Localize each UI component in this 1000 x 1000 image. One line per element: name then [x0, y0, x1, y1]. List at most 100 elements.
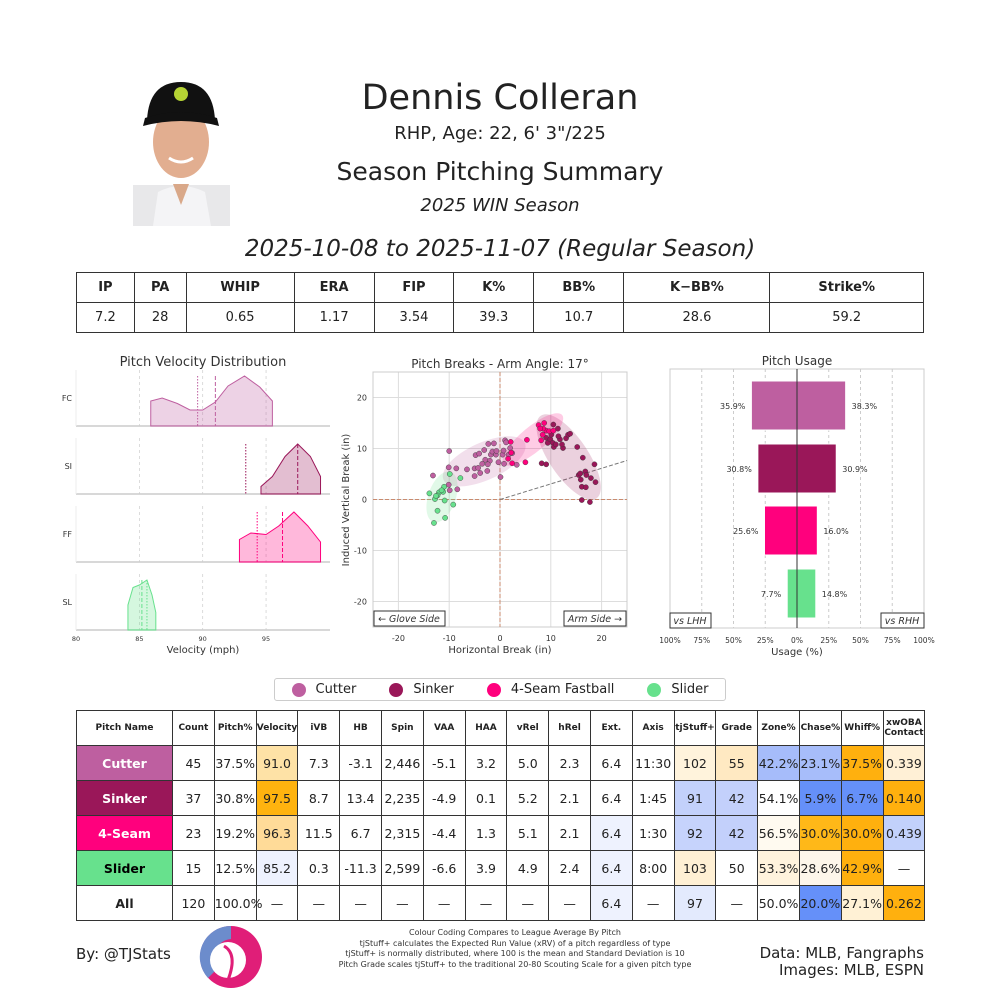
legend-marker	[647, 682, 662, 697]
pitch-point	[550, 427, 557, 434]
pitch-name-cell: All	[76, 885, 173, 921]
pitch-point	[434, 507, 441, 514]
table-cell: 102	[673, 745, 717, 781]
note-line: tjStuff+ is normally distributed, where …	[345, 949, 685, 958]
x-tick-label: -10	[443, 634, 456, 643]
table-cell: 5.1	[506, 815, 550, 851]
stat-header: BB%	[533, 272, 625, 303]
table-cell: —	[380, 885, 424, 921]
pitch-point	[450, 501, 457, 508]
table-cell: —	[297, 885, 341, 921]
pitch-point	[580, 454, 586, 461]
x-tick-label: 20	[597, 634, 607, 643]
rhh-box	[880, 612, 925, 629]
column-header: Velocity	[255, 710, 299, 746]
pitch-point	[574, 444, 581, 450]
date-range: 2025-10-08 to 2025-11-07 (Regular Season…	[244, 236, 756, 262]
column-header: VAA	[422, 710, 466, 746]
stat-header: K%	[453, 272, 535, 303]
rhh-value: 16.0%	[823, 527, 849, 536]
byline: By: @TJStats	[76, 945, 171, 963]
table-cell: -4.4	[422, 815, 466, 851]
pitch-point	[426, 490, 433, 497]
pitch-point	[539, 431, 546, 438]
table-cell: —	[506, 885, 550, 921]
pitch-point	[583, 472, 590, 478]
pitch-name-cell: Cutter	[76, 745, 173, 781]
lhh-value: 30.8%	[726, 465, 752, 474]
y-tick-label: 0	[362, 496, 367, 505]
pitch-usage-chart: Pitch Usage 35.9% 38.3% 30.8% 30.9% 25.6% 16.0…	[659, 354, 934, 658]
table-row: Cutter 45 37.5% 91.0 7.3 -3.1 2,446 -5.1 3.2 5.0 2…	[76, 745, 926, 781]
table-cell: -5.1	[422, 745, 466, 781]
column-header: hRel	[548, 710, 591, 746]
stat-value: 59.2	[769, 302, 924, 333]
density-SI	[260, 443, 322, 495]
pitch-point	[592, 479, 599, 485]
stat-header: K−BB%	[623, 272, 771, 303]
pitch-point	[559, 441, 565, 448]
table-cell: 6.4	[589, 815, 633, 851]
column-header: Grade	[715, 710, 759, 746]
table-cell: 8:00	[631, 850, 675, 886]
x-tick-label: 0	[497, 634, 502, 643]
season-stats-table: IP PA WHIP ERA FIP K% BB% K−BB% Strike% 7.2 28 0.65…	[76, 272, 924, 333]
pitch-point	[442, 515, 448, 521]
lhh-value: 25.6%	[733, 527, 759, 536]
rhh-label: vs RHH	[885, 616, 919, 627]
table-cell: 28.6%	[798, 850, 842, 886]
stat-value: 28.6	[623, 302, 771, 333]
table-cell: 2.1	[548, 780, 591, 816]
column-header: Spin	[380, 710, 424, 746]
table-cell: 1:45	[631, 780, 675, 816]
player-headshot	[133, 80, 230, 226]
table-cell: 30.0%	[798, 815, 842, 851]
chart-title: Pitch Breaks - Arm Angle: 17°	[411, 357, 589, 371]
x-tick-label: 100%	[913, 636, 934, 645]
usage-bar-Slider	[786, 568, 817, 619]
pitch-point	[538, 437, 544, 444]
table-cell: 0.439	[882, 815, 926, 851]
pitch-point	[438, 487, 445, 494]
table-cell: 3.9	[464, 850, 508, 886]
stat-header: IP	[76, 272, 135, 303]
ellipse-Sinker	[536, 414, 601, 500]
table-cell: 37	[172, 780, 215, 816]
row-label: FC	[62, 394, 73, 403]
table-cell: -6.6	[422, 850, 466, 886]
stat-header: PA	[133, 272, 187, 303]
x-tick-label: 90	[199, 635, 207, 643]
note-line: Colour Coding Compares to League Average…	[409, 928, 621, 937]
table-cell: 91	[673, 780, 717, 816]
pitch-point	[454, 486, 461, 493]
x-tick-label: 75%	[884, 636, 901, 645]
column-header: tjStuff+	[673, 710, 717, 746]
table-cell: -4.9	[422, 780, 466, 816]
pitch-point	[491, 440, 497, 447]
table-cell: —	[548, 885, 591, 921]
table-cell: 0.3	[297, 850, 341, 886]
usage-bar-Cutter	[750, 380, 847, 431]
column-header: vRel	[506, 710, 550, 746]
legend-label: Slider	[671, 682, 709, 697]
legend-item: Slider	[647, 682, 709, 697]
pitch-point	[550, 421, 557, 428]
table-cell: 20.0%	[798, 885, 842, 921]
pitch-point	[457, 475, 464, 481]
row-label: SL	[62, 598, 72, 607]
column-header: Pitch Name	[76, 710, 173, 746]
player-name: Dennis Colleran	[361, 78, 639, 118]
pitch-point	[497, 474, 504, 480]
row-label: FF	[63, 530, 73, 539]
table-cell: 13.4	[339, 780, 382, 816]
y-axis-label: Induced Vertical Break (in)	[341, 434, 352, 567]
column-header: Axis	[631, 710, 675, 746]
summary-title: Season Pitching Summary	[336, 157, 664, 186]
column-header: iVB	[297, 710, 341, 746]
table-row: Sinker 37 30.8% 97.5 8.7 13.4 2,235 -4.9 0.1 5.2 2…	[76, 780, 926, 816]
table-cell: 42.9%	[840, 850, 884, 886]
x-tick-label: 50%	[852, 636, 869, 645]
x-tick-label: 100%	[659, 636, 680, 645]
pitch-name-cell: Sinker	[76, 780, 173, 816]
pitch-point	[446, 471, 453, 477]
